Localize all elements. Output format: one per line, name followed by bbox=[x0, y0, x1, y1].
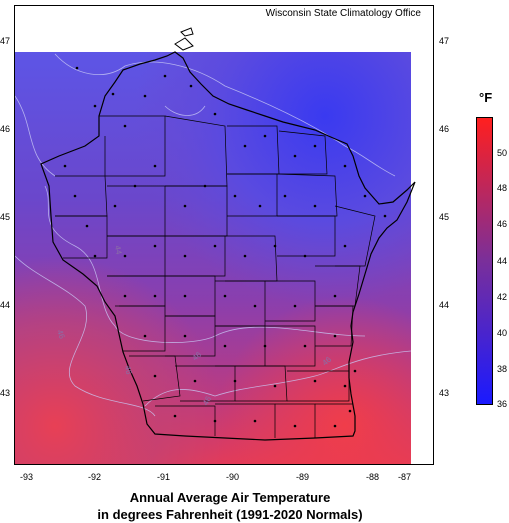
contour-label: 44 bbox=[113, 245, 124, 256]
x-tick-label: -89 bbox=[296, 472, 310, 482]
y-tick-label: 47 bbox=[0, 36, 11, 46]
apostle-islands bbox=[174, 27, 194, 51]
station-markers bbox=[63, 66, 387, 428]
legend-tick-label: 44 bbox=[497, 256, 508, 266]
map-caption-line1: Annual Average Air Temperature bbox=[129, 490, 331, 505]
y-tick-label: 44 bbox=[0, 300, 11, 310]
contour-label: 46 bbox=[55, 329, 67, 341]
legend-tick-label: 40 bbox=[497, 328, 508, 338]
county-boundaries bbox=[55, 115, 376, 438]
y-tick-label-right: 45 bbox=[439, 212, 450, 222]
y-tick-label-right: 44 bbox=[439, 300, 450, 310]
y-tick-label: 43 bbox=[0, 388, 11, 398]
legend-color-bar bbox=[476, 117, 493, 405]
x-tick-label: -91 bbox=[157, 472, 171, 482]
y-tick-label: 45 bbox=[0, 212, 11, 222]
x-tick-label: -88 bbox=[366, 472, 380, 482]
y-tick-label: 46 bbox=[0, 124, 11, 134]
x-tick-label: -90 bbox=[226, 472, 240, 482]
legend-tick-label: 36 bbox=[497, 399, 508, 409]
y-tick-label-right: 46 bbox=[439, 124, 450, 134]
x-tick-label: -93 bbox=[20, 472, 34, 482]
x-tick-label: -87 bbox=[398, 472, 412, 482]
legend-tick-label: 42 bbox=[497, 292, 508, 302]
map-canvas: 46 46 46 46 46 44 bbox=[15, 27, 416, 464]
legend-unit: °F bbox=[479, 90, 493, 105]
legend-tick-label: 46 bbox=[497, 219, 508, 229]
y-tick-label-right: 43 bbox=[439, 388, 450, 398]
wisconsin-outline bbox=[40, 51, 416, 441]
credit-text: Wisconsin State Climatology Office bbox=[265, 8, 421, 19]
legend-tick-label: 38 bbox=[497, 364, 508, 374]
contour-lines bbox=[15, 53, 412, 417]
contour-label: 46 bbox=[123, 365, 134, 376]
legend-tick-label: 48 bbox=[497, 183, 508, 193]
y-tick-label-right: 47 bbox=[439, 36, 450, 46]
map-frame: 46 46 46 46 46 44 Wisconsin State Climat… bbox=[14, 5, 434, 465]
x-tick-label: -92 bbox=[88, 472, 102, 482]
map-caption-line2: in degrees Fahrenheit (1991-2020 Normals… bbox=[97, 507, 363, 522]
legend-tick-label: 50 bbox=[497, 148, 508, 158]
